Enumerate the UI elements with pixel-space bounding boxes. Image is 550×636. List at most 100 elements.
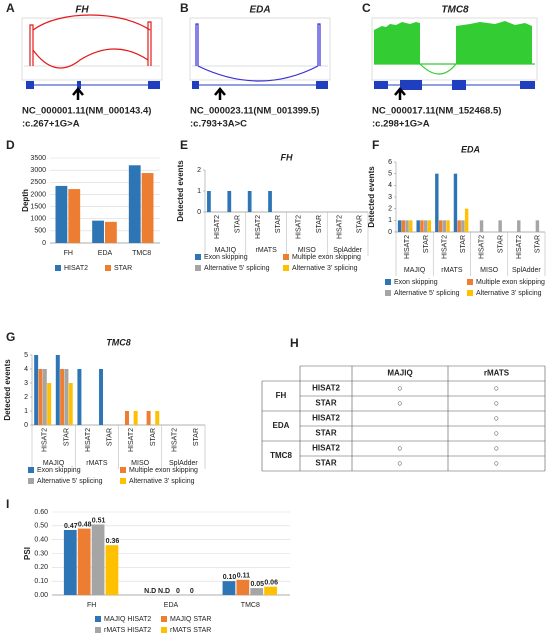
bar — [264, 586, 277, 595]
bar — [464, 208, 469, 232]
value-label: 0.10 — [223, 574, 237, 581]
caption: :c.793+3A>C — [190, 119, 247, 130]
exon — [452, 80, 466, 90]
group-label: rMATS — [441, 267, 463, 274]
bar — [442, 220, 446, 232]
chart-title: FH — [281, 152, 293, 162]
y-axis-label: Detected events — [176, 160, 185, 222]
x-tick-label: HISAT2 — [296, 215, 303, 239]
legend-swatch — [28, 478, 34, 484]
chart-title: TMC8 — [106, 337, 131, 347]
y-tick-label: 1 — [24, 408, 28, 415]
aligner-label: HISAT2 — [312, 414, 340, 423]
x-tick-label: STAR — [460, 235, 467, 253]
group-label: SplAdder — [333, 247, 362, 254]
x-tick-label: HISAT2 — [42, 428, 49, 452]
x-tick-label: HISAT2 — [255, 215, 262, 239]
table-cell: ○ — [397, 398, 402, 408]
caption: NC_000001.11(NM_000143.4) — [22, 106, 151, 117]
arrow — [214, 87, 226, 100]
legend-swatch — [161, 627, 167, 633]
bar — [91, 524, 105, 595]
legend-label: Exon skipping — [394, 279, 438, 286]
bar — [207, 191, 211, 212]
x-tick-label: EDA — [164, 602, 179, 609]
legend-label: Alternative 3' splicing — [292, 265, 358, 272]
bar — [42, 369, 47, 425]
legend-label: MAJIQ STAR — [170, 616, 211, 623]
value-label: 0.11 — [237, 573, 250, 580]
bar — [401, 220, 406, 232]
bar — [227, 191, 232, 212]
legend-label: Exon skipping — [37, 467, 81, 474]
legend-swatch — [105, 265, 111, 271]
exon — [192, 81, 199, 89]
y-tick-label: 0 — [42, 240, 46, 247]
y-tick-label: 3 — [24, 380, 28, 387]
legend-label: Multiple exon skipping — [476, 279, 545, 286]
bar — [128, 165, 141, 243]
chart-title: EDA — [461, 144, 480, 154]
column-header: MAJIQ — [387, 369, 412, 378]
table-cell: ○ — [494, 413, 499, 423]
bar — [133, 411, 138, 425]
bar — [68, 383, 73, 425]
x-tick-label: STAR — [316, 215, 323, 233]
x-tick-label: HISAT2 — [336, 215, 343, 239]
sashimi-trace — [195, 23, 321, 82]
sashimi-title: FH — [75, 5, 89, 16]
y-axis-label: PSI — [23, 547, 32, 560]
bar — [34, 355, 39, 425]
legend-label: HISAT2 — [64, 265, 88, 272]
bar — [55, 185, 68, 243]
bar — [535, 220, 540, 232]
sashimi-title: TMC8 — [441, 5, 469, 16]
aligner-label: STAR — [315, 459, 336, 468]
y-tick-label: 3000 — [30, 167, 46, 174]
y-axis-label: Detected events — [3, 359, 12, 421]
y-tick-label: 0 — [388, 229, 392, 236]
legend-label: STAR — [114, 265, 132, 272]
x-tick-label: HISAT2 — [479, 235, 486, 259]
coverage — [374, 22, 420, 64]
y-tick-label: 6 — [388, 159, 392, 166]
y-tick-label: 0.60 — [34, 509, 48, 516]
y-tick-label: 1 — [197, 188, 201, 195]
bar — [397, 220, 402, 232]
panel-label: H — [290, 336, 299, 350]
exon — [374, 81, 388, 89]
panel-label: I — [6, 497, 9, 511]
x-tick-label: FH — [64, 250, 73, 257]
group-label: SplAdder — [512, 267, 541, 274]
bar — [99, 369, 104, 425]
table-cell: ○ — [494, 458, 499, 468]
legend-swatch — [195, 265, 201, 271]
bar — [247, 191, 252, 212]
column-header: rMATS — [484, 369, 510, 378]
y-tick-label: 2 — [388, 206, 392, 213]
bar — [457, 220, 461, 232]
x-tick-label: STAR — [275, 215, 282, 233]
sashimi-trace — [29, 14, 152, 69]
bar — [105, 545, 119, 595]
bar — [479, 220, 484, 232]
x-tick-label: HISAT2 — [214, 215, 221, 239]
y-tick-label: 2000 — [30, 191, 46, 198]
y-tick-label: 0.10 — [34, 578, 48, 585]
x-tick-label: STAR — [193, 428, 200, 446]
x-tick-label: STAR — [423, 235, 430, 253]
y-tick-label: 5 — [24, 352, 28, 359]
value-label: 0.05 — [250, 581, 264, 588]
bar — [55, 355, 60, 425]
bar — [409, 220, 413, 232]
exon — [26, 81, 34, 89]
group-label: MAJIQ — [215, 247, 237, 254]
bar — [92, 220, 104, 243]
sashimi-eda — [189, 17, 331, 100]
table-cell: ○ — [494, 383, 499, 393]
aligner-label: STAR — [315, 399, 336, 408]
legend-label: Exon skipping — [204, 254, 248, 261]
y-axis-label: Detected events — [367, 166, 376, 228]
y-tick-label: 500 — [34, 228, 46, 235]
y-axis-label: Depth — [21, 189, 30, 212]
